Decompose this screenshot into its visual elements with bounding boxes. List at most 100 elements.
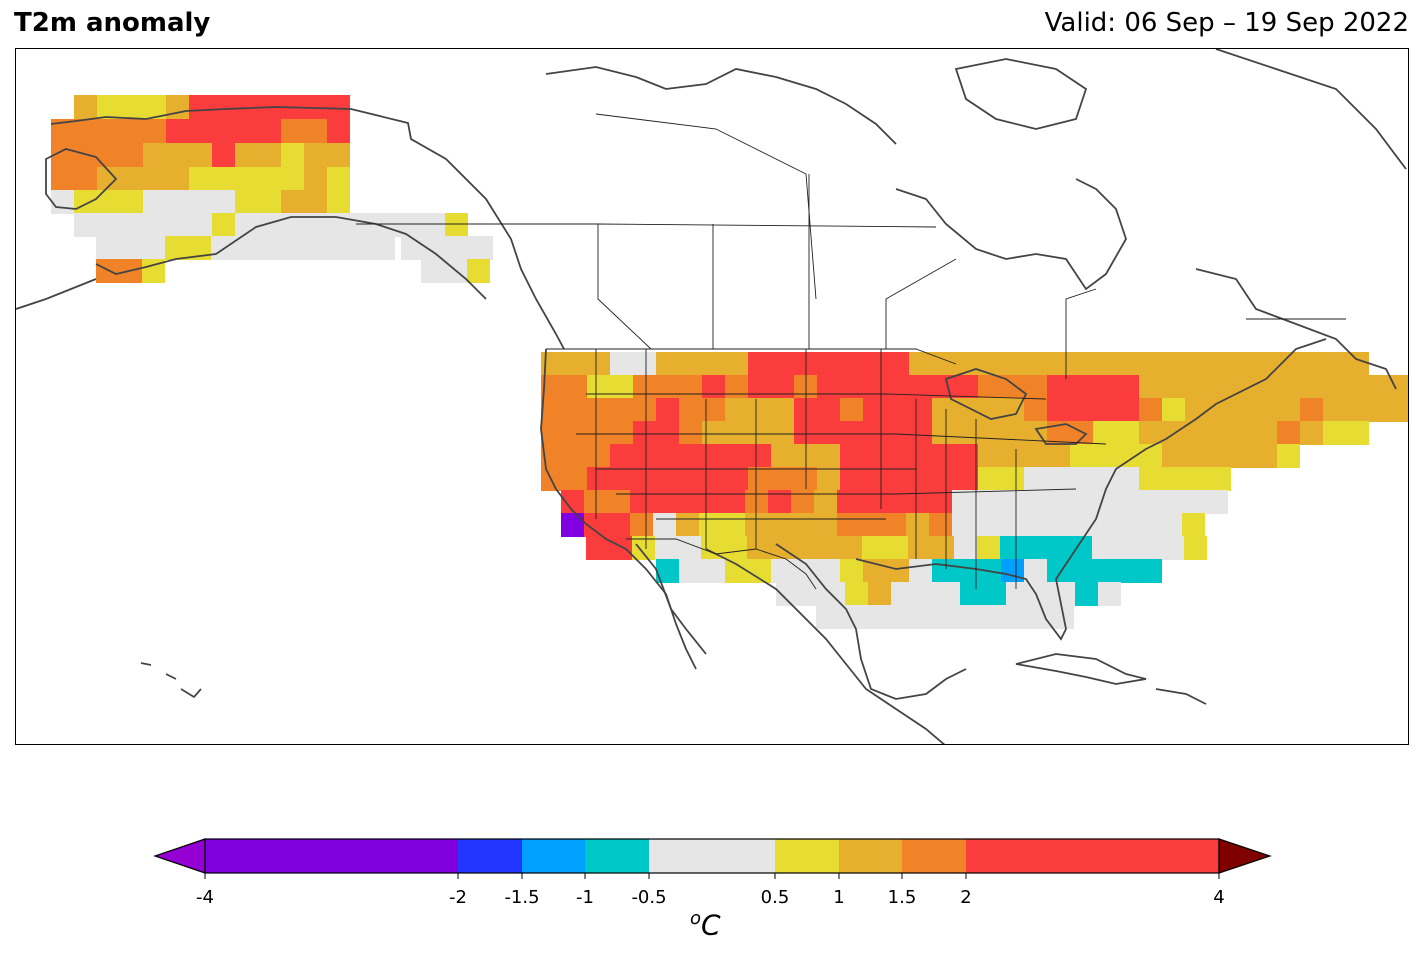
anomaly-cell — [656, 559, 679, 583]
anomaly-cell — [791, 490, 814, 514]
anomaly-cell — [676, 490, 699, 514]
anomaly-cell — [794, 375, 817, 399]
anomaly-cell — [212, 143, 235, 167]
anomaly-cell — [794, 421, 817, 445]
anomaly-cell — [1162, 375, 1185, 399]
anomaly-cell — [914, 582, 937, 606]
us-west-coast — [540, 348, 697, 670]
anomaly-cell — [839, 536, 862, 560]
anomaly-cell — [1070, 375, 1093, 399]
anomaly-cell — [702, 398, 725, 422]
arctic-archipelago-coast — [545, 66, 897, 145]
anomaly-cell — [954, 605, 977, 629]
anomaly-cell — [610, 398, 633, 422]
anomaly-cell — [932, 398, 955, 422]
anomaly-cell — [978, 375, 1001, 399]
anomaly-cell — [845, 582, 868, 606]
anomaly-cell — [1184, 536, 1207, 560]
anomaly-cell — [327, 143, 350, 167]
anomaly-cell — [977, 536, 1000, 560]
anomaly-cell — [817, 421, 840, 445]
anomaly-cell — [1090, 513, 1113, 537]
anomaly-cell — [1182, 490, 1205, 514]
political-borders — [356, 113, 1346, 590]
anomaly-cell — [235, 167, 258, 191]
anomaly-cell — [258, 143, 281, 167]
anomaly-cell — [748, 421, 771, 445]
anomaly-cell — [304, 143, 327, 167]
anomaly-cell — [610, 352, 633, 376]
anomaly-cell — [1161, 536, 1184, 560]
anomaly-cell — [166, 190, 189, 214]
anomaly-cell — [1300, 375, 1323, 399]
anomaly-cell — [467, 259, 490, 283]
anomaly-cell — [1098, 582, 1121, 606]
anomaly-cell — [74, 167, 97, 191]
anomaly-cell — [51, 119, 74, 143]
anomaly-cell — [794, 444, 817, 468]
anomaly-cell — [656, 467, 679, 491]
anomaly-cell — [955, 444, 978, 468]
anomaly-cell — [840, 352, 863, 376]
anomaly-cell — [327, 190, 350, 214]
anomaly-cell — [189, 95, 212, 119]
anomaly-cell — [587, 375, 610, 399]
anomaly-cell — [1070, 352, 1093, 376]
us-canada-border — [546, 348, 957, 365]
anomaly-cell — [1392, 375, 1408, 399]
anomaly-cell — [212, 167, 235, 191]
anomaly-cell — [816, 536, 839, 560]
anomaly-cell — [699, 513, 722, 537]
anomaly-cell — [584, 513, 607, 537]
anomaly-cell — [909, 352, 932, 376]
colorbar-tick-label: 1.5 — [888, 887, 917, 908]
anomaly-cell — [1024, 352, 1047, 376]
anomaly-cell — [725, 559, 748, 583]
colorbar-bin — [966, 839, 1219, 873]
anomaly-cell — [610, 467, 633, 491]
anomaly-cell — [932, 444, 955, 468]
anomaly-cell — [822, 582, 845, 606]
anomaly-cell — [280, 236, 303, 260]
anomaly-cell — [1346, 375, 1369, 399]
anomaly-cell — [1208, 421, 1231, 445]
anomaly-cell — [564, 444, 587, 468]
anomaly-cell — [587, 444, 610, 468]
anomaly-cell — [1047, 467, 1070, 491]
anomaly-cell — [166, 119, 189, 143]
anomaly-cell — [1231, 421, 1254, 445]
anomaly-cell — [1300, 421, 1323, 445]
anomaly-cell — [304, 190, 327, 214]
canada-province-borders — [597, 174, 957, 350]
anomaly-cell — [906, 513, 929, 537]
unit-base: C — [701, 908, 721, 942]
anomaly-cell — [1254, 352, 1277, 376]
anomaly-cell — [327, 167, 350, 191]
anomaly-cell — [793, 536, 816, 560]
hudson-bay-coast — [895, 178, 1127, 291]
anomaly-cell — [1023, 536, 1046, 560]
colorbar-tick-label: 2 — [960, 887, 971, 908]
anomaly-cell — [587, 352, 610, 376]
anomaly-cell — [74, 119, 97, 143]
colorbar-tick-label: 0.5 — [761, 887, 790, 908]
anomaly-cell — [725, 352, 748, 376]
colorbar-bin — [649, 839, 775, 873]
anomaly-cell — [96, 259, 119, 283]
anomaly-cell — [1093, 352, 1116, 376]
anomaly-cell — [1001, 467, 1024, 491]
anomaly-cell — [817, 467, 840, 491]
anomaly-cell — [886, 444, 909, 468]
anomaly-cell — [1159, 490, 1182, 514]
anomaly-cell — [931, 605, 954, 629]
anomaly-cell — [1113, 490, 1136, 514]
anomaly-cell — [863, 467, 886, 491]
colorbar-extend-high — [1218, 838, 1272, 874]
anomaly-cell — [699, 490, 722, 514]
anomaly-cell — [816, 605, 839, 629]
anomaly-cell — [1139, 467, 1162, 491]
anomaly-cell — [1231, 444, 1254, 468]
anomaly-cell — [771, 559, 794, 583]
colorbar-extend-low — [153, 838, 206, 874]
anomaly-cell — [1182, 513, 1205, 537]
